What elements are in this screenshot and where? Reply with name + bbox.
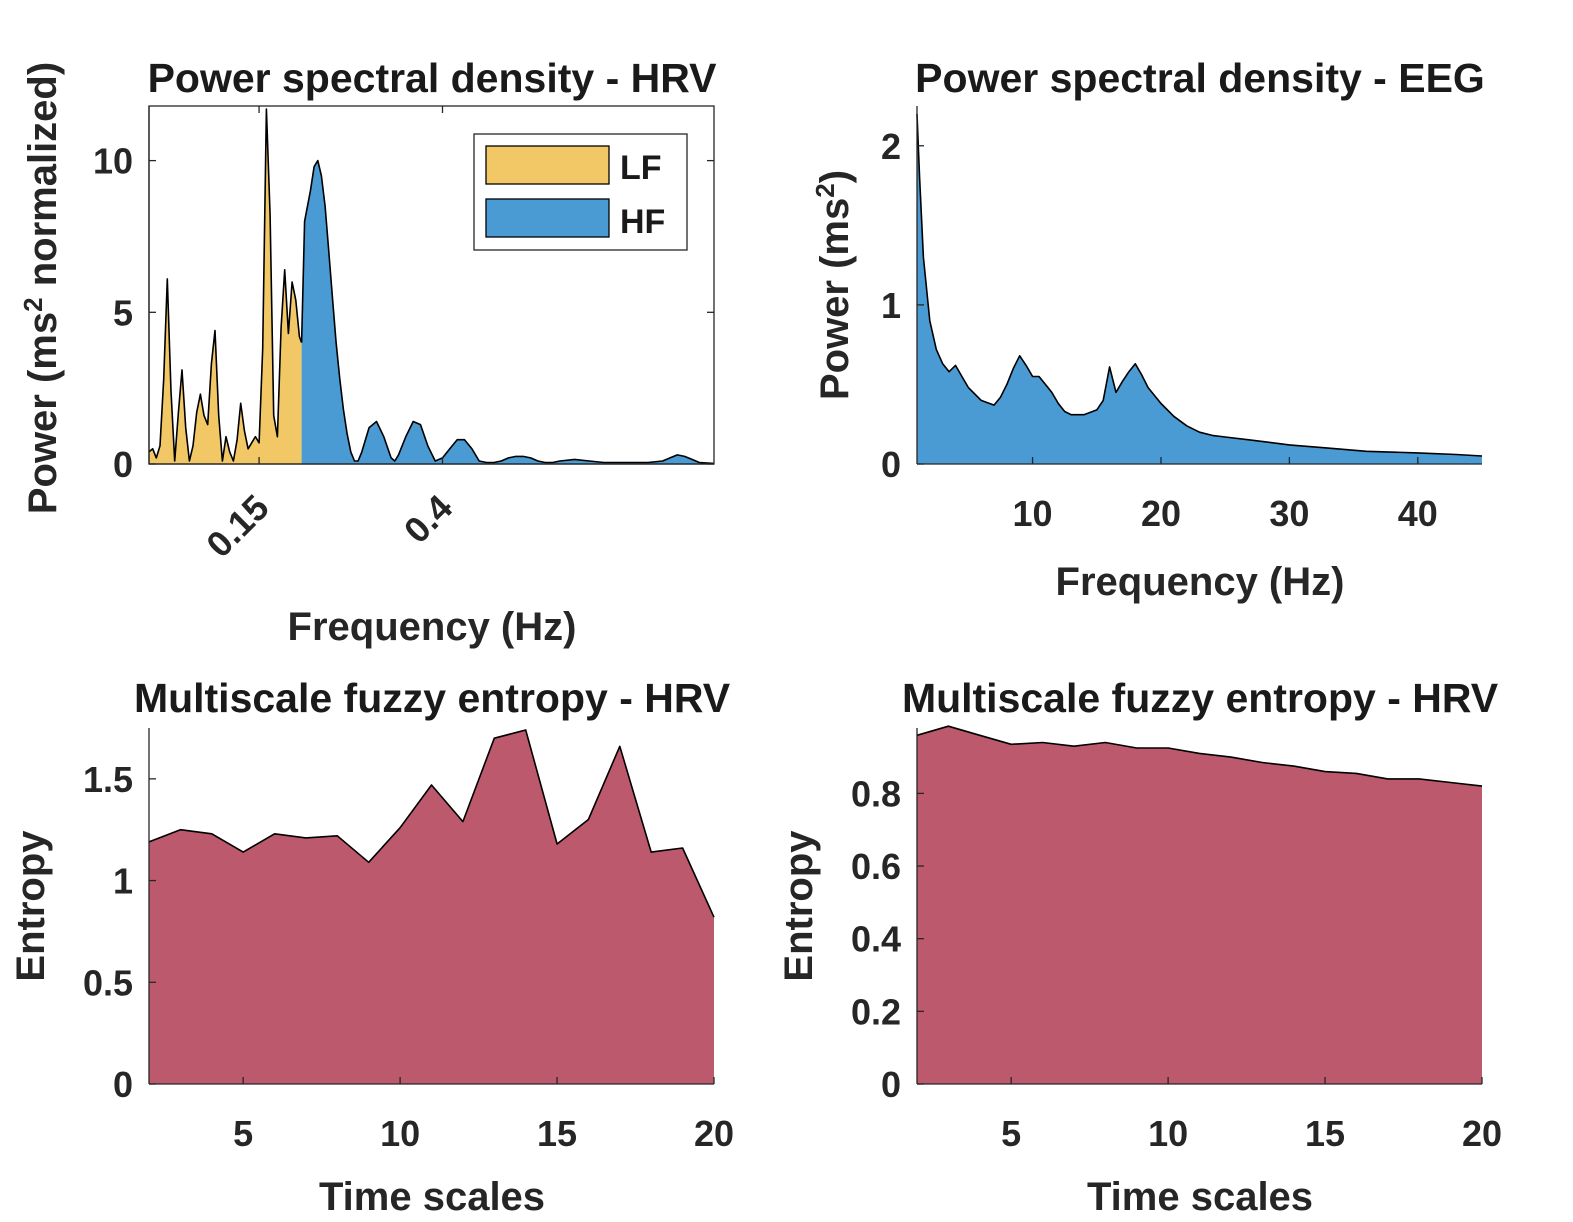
mse_1-ytick-label: 1 [113, 861, 133, 902]
mse_2-xtick-label: 15 [1305, 1113, 1345, 1154]
eeg_psd-xtick-label: 30 [1269, 493, 1309, 534]
hrv-psd-legend: LF HF [473, 133, 688, 251]
panel-mse-2: Multiscale fuzzy entropy - HRV 0 0.2 0.4 0.… [777, 675, 1502, 1219]
eeg-psd-plot-area: 0 1 2 10 20 30 40 [881, 106, 1483, 534]
mse_1-ytick-label: 1.5 [83, 759, 133, 800]
mse_2-ytick-label: 0.8 [851, 773, 901, 814]
legend-swatch-hf [485, 198, 610, 238]
mse_2-xtick-label: 10 [1148, 1113, 1188, 1154]
mse-2-plot-area: 0 0.2 0.4 0.6 0.8 5 10 15 20 [851, 725, 1502, 1154]
mse-2-title: Multiscale fuzzy entropy - HRV [902, 675, 1499, 721]
mse_2-ytick-label: 0.6 [851, 846, 901, 887]
mse-1-title: Multiscale fuzzy entropy - HRV [134, 675, 731, 721]
eeg_psd-ytick-label: 1 [881, 285, 901, 326]
hrv-psd-xlabel: Frequency (Hz) [288, 605, 577, 649]
hrv_psd-series-lf-line [148, 108, 303, 462]
mse_1-series-0-line [148, 729, 715, 918]
hrv-psd-title: Power spectral density - HRV [148, 55, 718, 101]
hrv-psd-ylabel-sup: 2 [18, 297, 48, 311]
mse-1-xlabel: Time scales [319, 1175, 545, 1219]
legend-label-lf: LF [620, 149, 662, 187]
hrv_psd-ytick-label: 0 [113, 444, 133, 485]
hrv_psd-xtick-label: 0.15 [198, 487, 277, 566]
hrv-psd-ylabel-tail: normalized) [21, 62, 65, 298]
hrv_psd-series-hf-line [300, 159, 715, 465]
mse-2-xlabel: Time scales [1087, 1175, 1313, 1219]
mse-1-plot-area: 0 0.5 1 1.5 5 10 15 20 [83, 728, 734, 1154]
panel-eeg-psd: Power spectral density - EEG 0 1 2 10 20 30 40… [810, 55, 1485, 604]
eeg_psd-xtick-label: 20 [1141, 493, 1181, 534]
mse_2-ytick-label: 0.2 [851, 991, 901, 1032]
mse_1-xtick-label: 10 [380, 1113, 420, 1154]
eeg_psd-ytick-label: 0 [881, 444, 901, 485]
eeg-psd-title: Power spectral density - EEG [915, 55, 1485, 101]
hrv-psd-ylabel-main: Power (ms [21, 312, 65, 514]
eeg_psd-ytick-label: 2 [881, 126, 901, 167]
panel-hrv-psd: Power spectral density - HRV 0 5 10 0.15 0.4… [18, 55, 717, 649]
hrv-psd-ylabel: Power (ms2 normalized) [18, 62, 65, 514]
mse_1-series-0-area [149, 730, 714, 1084]
eeg_psd-series-0-area [917, 114, 1482, 464]
mse_1-xtick-label: 15 [537, 1113, 577, 1154]
panel-mse-1: Multiscale fuzzy entropy - HRV 0 0.5 1 1.5 5… [9, 675, 734, 1219]
mse_2-series-0-area [917, 726, 1482, 1084]
mse_1-ytick-label: 0.5 [83, 962, 133, 1003]
eeg-psd-ylabel-sup: 2 [810, 183, 840, 197]
hrv_psd-series-hf-area [301, 160, 714, 464]
hrv_psd-ytick-label: 10 [93, 141, 133, 182]
hrv-psd-axis-box [148, 105, 715, 465]
hrv_psd-ytick-label: 5 [113, 292, 133, 333]
hrv_psd-xtick-label: 0.4 [396, 487, 460, 551]
eeg_psd-series-0-line [916, 113, 1483, 457]
mse_2-xtick-label: 5 [1001, 1113, 1021, 1154]
mse_1-xtick-label: 5 [233, 1113, 253, 1154]
mse_1-xtick-label: 20 [694, 1113, 734, 1154]
mse-1-ylabel: Entropy [9, 830, 53, 982]
mse_2-ytick-label: 0 [881, 1064, 901, 1105]
hrv_psd-series-lf-area [149, 109, 302, 464]
mse_2-series-0-line [916, 725, 1483, 787]
eeg-psd-ylabel-tail: ) [813, 170, 857, 183]
mse_2-xtick-label: 20 [1462, 1113, 1502, 1154]
mse_2-ytick-label: 0.4 [851, 919, 901, 960]
mse_1-ytick-label: 0 [113, 1064, 133, 1105]
eeg-psd-xlabel: Frequency (Hz) [1056, 560, 1345, 604]
eeg-psd-ylabel-main: Power (ms [813, 198, 857, 400]
mse-2-ylabel: Entropy [777, 830, 821, 982]
eeg-psd-ylabel: Power (ms2) [810, 170, 857, 400]
eeg_psd-xtick-label: 40 [1398, 493, 1438, 534]
legend-swatch-lf [485, 145, 610, 185]
legend-label-hf: HF [620, 203, 665, 241]
eeg_psd-xtick-label: 10 [1013, 493, 1053, 534]
